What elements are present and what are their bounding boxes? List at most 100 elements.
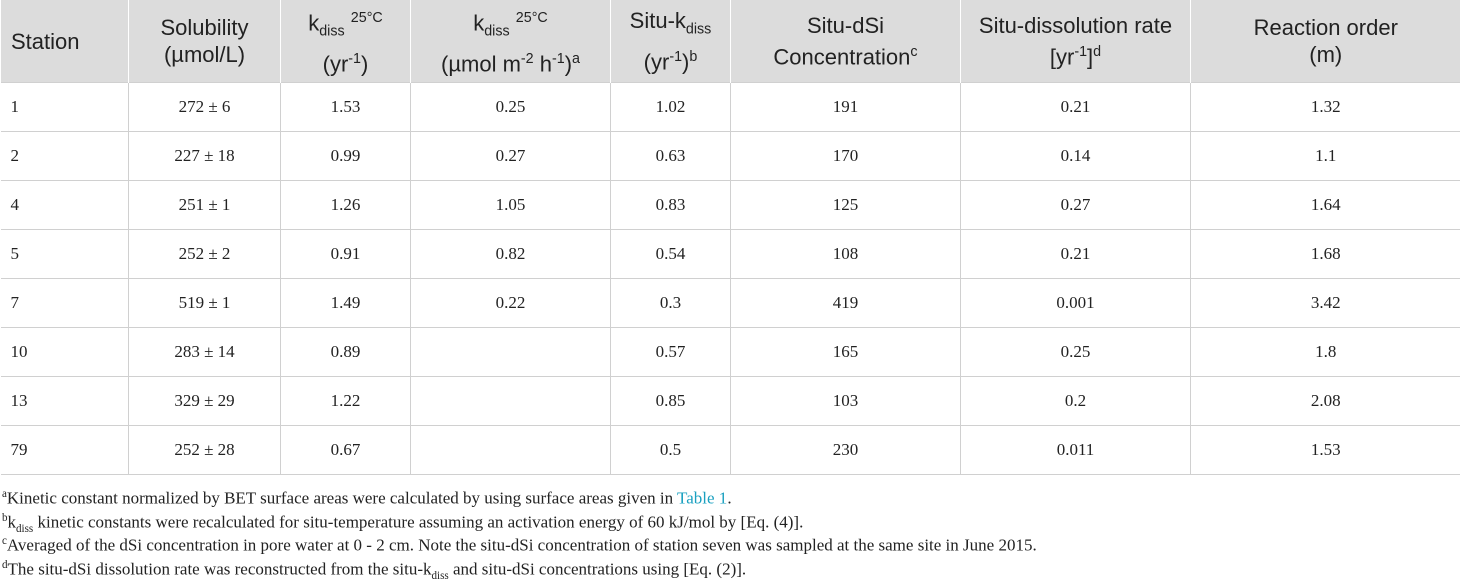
table-cell: 0.5 <box>611 426 731 475</box>
table-cell: 1 <box>1 83 129 132</box>
text: diss <box>432 570 449 582</box>
table-cell: 191 <box>731 83 961 132</box>
table-cell: 0.14 <box>961 132 1191 181</box>
text: Kinetic constant normalized by BET surfa… <box>7 489 677 508</box>
table-cell <box>411 426 611 475</box>
table-cell: 170 <box>731 132 961 181</box>
table-cell: 1.68 <box>1191 230 1460 279</box>
text: Reaction order <box>1254 15 1398 40</box>
text: Averaged of the dSi concentration in por… <box>7 536 1037 555</box>
text: -1 <box>552 51 565 67</box>
header-cell: Station <box>1 0 129 83</box>
table-cell: 1.05 <box>411 181 611 230</box>
footnote: cAveraged of the dSi concentration in po… <box>2 530 1460 554</box>
text: [yr <box>1050 44 1074 69</box>
text: (µmol/L) <box>164 42 245 67</box>
table-cell: 0.67 <box>281 426 411 475</box>
text: Situ-dSi <box>807 13 884 38</box>
text: -1 <box>348 51 361 67</box>
text: h <box>534 51 552 76</box>
table-cell: 519 ± 1 <box>129 279 281 328</box>
text: and situ-dSi concentrations using [Eq. (… <box>449 559 746 578</box>
text: kinetic constants were recalculated for … <box>33 512 803 531</box>
table-cell: 0.91 <box>281 230 411 279</box>
table-cell: 272 ± 6 <box>129 83 281 132</box>
table-cell: 0.54 <box>611 230 731 279</box>
table-cell <box>411 328 611 377</box>
text: d <box>1093 44 1101 60</box>
table-cell: 419 <box>731 279 961 328</box>
header-cell: kdiss 25°C(µmol m-2 h-1)a <box>411 0 611 83</box>
footnote: bkdiss kinetic constants were recalculat… <box>2 507 1460 531</box>
text: diss <box>686 22 711 38</box>
text: (m) <box>1309 42 1342 67</box>
table-cell: 0.27 <box>961 181 1191 230</box>
header-cell: Situ-kdiss(yr-1)b <box>611 0 731 83</box>
table-cell: 251 ± 1 <box>129 181 281 230</box>
text: -2 <box>521 51 534 67</box>
table-cell: 252 ± 28 <box>129 426 281 475</box>
header-cell: Solubility(µmol/L) <box>129 0 281 83</box>
text: diss <box>484 24 509 40</box>
table-cell: 0.83 <box>611 181 731 230</box>
text: a <box>572 51 580 67</box>
table-cell: 0.57 <box>611 328 731 377</box>
text: Situ-dissolution rate <box>979 13 1172 38</box>
text: 25°C <box>516 10 548 26</box>
data-table: Station Solubility(µmol/L) kdiss 25°C(yr… <box>0 0 1460 475</box>
table-cell: 3.42 <box>1191 279 1460 328</box>
table-cell: 227 ± 18 <box>129 132 281 181</box>
text: Concentration <box>773 44 910 69</box>
table-cell: 0.25 <box>961 328 1191 377</box>
table-cell: 1.02 <box>611 83 731 132</box>
text: k <box>8 512 17 531</box>
table-cell: 103 <box>731 377 961 426</box>
table-cell: 0.63 <box>611 132 731 181</box>
text: ) <box>361 51 368 76</box>
text: The situ-dSi dissolution rate was recons… <box>8 559 432 578</box>
table-cell: 0.99 <box>281 132 411 181</box>
text: 25°C <box>351 10 383 26</box>
table-cell: 0.001 <box>961 279 1191 328</box>
table-cell: 2 <box>1 132 129 181</box>
table-cell: 1.49 <box>281 279 411 328</box>
text: Situ-k <box>630 8 686 33</box>
text: -1 <box>1074 44 1087 60</box>
table-cell: 108 <box>731 230 961 279</box>
table-cell: 13 <box>1 377 129 426</box>
table-cell: 7 <box>1 279 129 328</box>
text: k <box>308 10 319 35</box>
table-cell: 230 <box>731 426 961 475</box>
text: diss <box>319 24 344 40</box>
text: -1 <box>669 49 682 65</box>
table-cell: 1.26 <box>281 181 411 230</box>
header-cell: Reaction order(m) <box>1191 0 1460 83</box>
table-cell: 1.22 <box>281 377 411 426</box>
table-cell: 1.53 <box>281 83 411 132</box>
table-cell: 0.011 <box>961 426 1191 475</box>
text: Station <box>11 29 80 54</box>
header-row: Station Solubility(µmol/L) kdiss 25°C(yr… <box>1 0 1460 83</box>
table-cell: 0.2 <box>961 377 1191 426</box>
link[interactable]: Table 1 <box>677 489 727 508</box>
table-cell: 2.08 <box>1191 377 1460 426</box>
footnote: aKinetic constant normalized by BET surf… <box>2 483 1460 507</box>
table-cell: 125 <box>731 181 961 230</box>
text: k <box>473 10 484 35</box>
table-cell: 0.27 <box>411 132 611 181</box>
table-cell: 0.3 <box>611 279 731 328</box>
table-cell: 1.8 <box>1191 328 1460 377</box>
table-cell: 0.25 <box>411 83 611 132</box>
table-cell: 0.89 <box>281 328 411 377</box>
table-cell: 0.21 <box>961 230 1191 279</box>
